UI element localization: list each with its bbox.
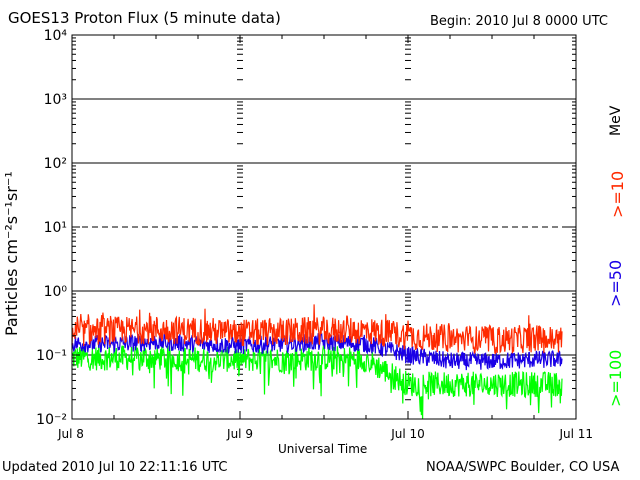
- series-group: [71, 304, 563, 420]
- x-axis-label: Universal Time: [278, 442, 368, 456]
- series-line-ge100: [71, 343, 563, 420]
- series-line-ge50: [71, 332, 563, 371]
- legend-unit: MeV: [608, 105, 624, 136]
- y-tick-label: 10⁰: [44, 284, 68, 300]
- x-tick-label: Jul 11: [558, 427, 593, 441]
- chart-title: GOES13 Proton Flux (5 minute data): [8, 9, 281, 27]
- y-tick-label: 10⁻¹: [36, 348, 67, 364]
- credit-label: NOAA/SWPC Boulder, CO USA: [426, 460, 620, 475]
- x-tick-label: Jul 9: [226, 427, 253, 441]
- legend-ge100: >=100: [606, 349, 625, 407]
- y-tick-label: 10³: [44, 92, 67, 108]
- begin-time-label: Begin: 2010 Jul 8 0000 UTC: [430, 14, 608, 29]
- axis-tick-marks: [71, 34, 577, 420]
- x-tick-label: Jul 8: [57, 427, 84, 441]
- y-tick-label: 10⁻²: [36, 412, 67, 428]
- legend-ge50: >=50: [606, 259, 625, 307]
- updated-timestamp: Updated 2010 Jul 10 22:11:16 UTC: [2, 460, 228, 475]
- x-tick-label: Jul 10: [390, 427, 425, 441]
- y-tick-label: 10¹: [44, 220, 67, 236]
- y-axis-label: Particles cm⁻²s⁻¹sr⁻¹: [2, 171, 21, 336]
- x-tick-labels: Jul 8 Jul 9 Jul 10 Jul 11: [57, 427, 593, 441]
- series-line-ge10: [71, 304, 563, 355]
- y-tick-label: 10⁴: [44, 28, 68, 44]
- y-tick-labels: 10⁻² 10⁻¹ 10⁰ 10¹ 10² 10³ 10⁴: [36, 28, 67, 428]
- legend-ge10: >=10: [608, 170, 627, 218]
- y-tick-label: 10²: [44, 156, 67, 172]
